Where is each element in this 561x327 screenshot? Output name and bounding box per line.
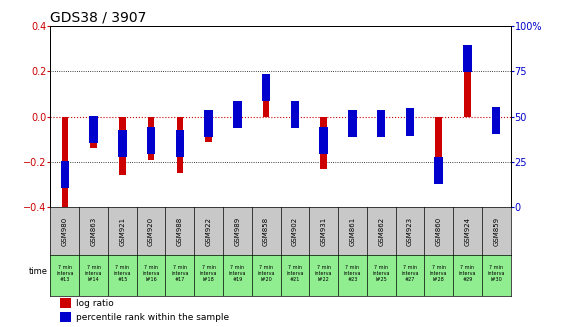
Bar	[407, 117, 413, 126]
Bar	[148, 117, 154, 160]
Bar	[377, 110, 385, 137]
Bar	[348, 110, 357, 137]
Text: 7 min
interva
#19: 7 min interva #19	[229, 265, 246, 282]
Bar	[262, 74, 270, 101]
Text: GSM921: GSM921	[119, 217, 125, 246]
Text: GSM923: GSM923	[407, 217, 413, 246]
Bar	[406, 109, 414, 136]
Text: 7 min
interva
#27: 7 min interva #27	[401, 265, 419, 282]
Bar	[205, 117, 212, 142]
Bar	[118, 130, 127, 157]
Bar	[59, 299, 71, 308]
Text: 7 min
interva
l#22: 7 min interva l#22	[315, 265, 332, 282]
Text: GSM902: GSM902	[292, 217, 298, 246]
Text: 7 min
interva
#17: 7 min interva #17	[171, 265, 188, 282]
Bar	[320, 117, 327, 169]
Bar	[493, 117, 499, 130]
Text: GSM980: GSM980	[62, 216, 68, 246]
Bar	[89, 116, 98, 143]
Bar	[59, 313, 71, 322]
Bar	[147, 127, 155, 154]
Text: GSM859: GSM859	[493, 217, 499, 246]
Bar	[434, 157, 443, 184]
Text: GSM862: GSM862	[378, 217, 384, 246]
Text: GDS38 / 3907: GDS38 / 3907	[50, 11, 147, 25]
Bar	[263, 101, 269, 117]
Bar	[319, 127, 328, 154]
Text: GSM860: GSM860	[436, 216, 442, 246]
Bar	[204, 110, 213, 137]
Text: GSM924: GSM924	[465, 217, 470, 246]
Bar	[233, 101, 242, 129]
Text: GSM863: GSM863	[91, 216, 96, 246]
Text: 7 min
interva
l#18: 7 min interva l#18	[200, 265, 217, 282]
Bar	[177, 117, 183, 173]
Text: 7 min
interva
l#20: 7 min interva l#20	[257, 265, 275, 282]
Bar	[176, 130, 184, 157]
Text: GSM988: GSM988	[177, 216, 183, 246]
Text: GSM922: GSM922	[206, 217, 211, 246]
Bar	[349, 117, 356, 128]
Text: log ratio: log ratio	[76, 299, 113, 308]
Text: 7 min
interva
l#14: 7 min interva l#14	[85, 265, 102, 282]
Bar	[492, 107, 500, 134]
Text: 7 min
interva
#15: 7 min interva #15	[114, 265, 131, 282]
Text: 7 min
interva
#13: 7 min interva #13	[56, 265, 73, 282]
Bar	[61, 161, 69, 188]
Bar	[378, 117, 384, 128]
Text: 7 min
interva
#23: 7 min interva #23	[344, 265, 361, 282]
Text: 7 min
interva
#29: 7 min interva #29	[459, 265, 476, 282]
Bar	[463, 45, 472, 72]
Bar	[464, 65, 471, 117]
Text: GSM989: GSM989	[234, 216, 240, 246]
Bar	[435, 117, 442, 178]
Text: 7 min
interva
l#30: 7 min interva l#30	[488, 265, 505, 282]
Text: GSM920: GSM920	[148, 217, 154, 246]
Bar	[62, 117, 68, 214]
Text: 7 min
interva
l#16: 7 min interva l#16	[142, 265, 160, 282]
Text: GSM861: GSM861	[350, 216, 355, 246]
Text: GSM858: GSM858	[263, 217, 269, 246]
Text: GSM931: GSM931	[321, 216, 327, 246]
Text: 7 min
interva
#21: 7 min interva #21	[286, 265, 304, 282]
Text: percentile rank within the sample: percentile rank within the sample	[76, 313, 229, 322]
Text: time: time	[29, 267, 48, 276]
Text: 7 min
interva
l#28: 7 min interva l#28	[430, 265, 447, 282]
Bar	[291, 101, 299, 129]
Bar	[90, 117, 97, 148]
Bar	[119, 117, 126, 176]
Text: 7 min
interva
l#25: 7 min interva l#25	[373, 265, 390, 282]
